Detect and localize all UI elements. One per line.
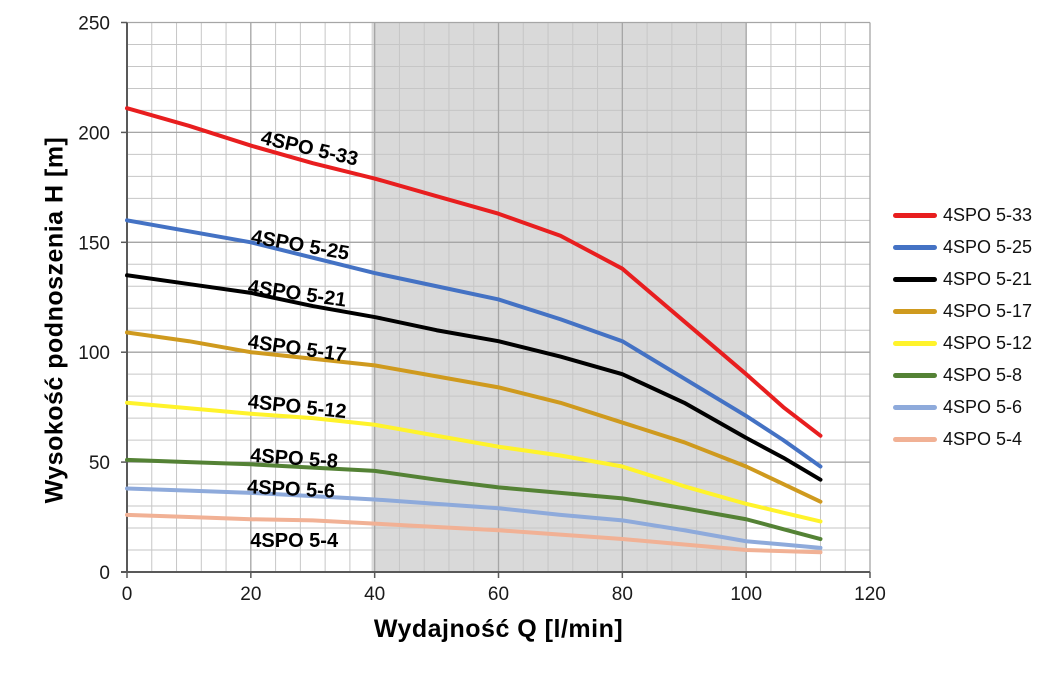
x-tick-label: 0 <box>122 584 133 605</box>
legend-label: 4SPO 5-17 <box>943 300 1033 321</box>
curve-4spo-5-8 <box>125 457 823 542</box>
curve-4spo-5-33 <box>125 106 823 438</box>
legend-label: 4SPO 5-8 <box>943 364 1023 385</box>
legend-item-4spo-5-33: 4SPO 5-33 <box>893 204 1032 226</box>
legend-item-4spo-5-21: 4SPO 5-21 <box>893 268 1032 290</box>
x-tick-label: 80 <box>612 584 633 605</box>
legend-label: 4SPO 5-25 <box>943 236 1033 257</box>
axes <box>121 21 871 578</box>
legend: 4SPO 5-33 4SPO 5-25 4SPO 5-21 4SPO 5-17 4SPO… <box>893 204 1032 450</box>
legend-line-swatch <box>893 276 937 282</box>
y-tick-label: 0 <box>99 563 110 584</box>
legend-item-4spo-5-8: 4SPO 5-8 <box>893 364 1032 386</box>
legend-item-4spo-5-6: 4SPO 5-6 <box>893 396 1032 418</box>
curve-4spo-5-25 <box>125 218 823 469</box>
y-tick-label: 150 <box>78 233 110 254</box>
curve-4spo-5-21 <box>125 273 823 482</box>
legend-line-swatch <box>893 308 937 314</box>
x-tick-label: 20 <box>240 584 261 605</box>
legend-item-4spo-5-4: 4SPO 5-4 <box>893 428 1032 450</box>
curve-4spo-5-17 <box>125 330 823 504</box>
legend-item-4spo-5-17: 4SPO 5-17 <box>893 300 1032 322</box>
y-tick-label: 200 <box>78 123 110 144</box>
x-tick-label: 120 <box>854 584 886 605</box>
curve-label-4spo-5-17: 4SPO 5-17 <box>247 331 348 367</box>
curve-4spo-5-12 <box>125 400 823 524</box>
x-tick-label: 100 <box>730 584 762 605</box>
y-axis-title: Wysokość podnoszenia H [m] <box>40 136 69 504</box>
x-tick-label: 60 <box>488 584 509 605</box>
curve-label-4spo-5-8: 4SPO 5-8 <box>250 445 339 473</box>
curve-4spo-5-6 <box>125 486 823 550</box>
legend-item-4spo-5-25: 4SPO 5-25 <box>893 236 1032 258</box>
tick-labels: 0 20 40 60 80 100 120 0 50 100 150 200 250 <box>78 14 886 606</box>
legend-label: 4SPO 5-33 <box>943 204 1033 225</box>
curve-label-4spo-5-21: 4SPO 5-21 <box>247 276 348 312</box>
curve-label-4spo-5-4: 4SPO 5-4 <box>250 530 339 552</box>
legend-line-swatch <box>893 212 937 218</box>
legend-label: 4SPO 5-4 <box>943 428 1023 449</box>
legend-line-swatch <box>893 404 937 410</box>
gridlines <box>127 21 871 572</box>
legend-line-swatch <box>893 372 937 378</box>
x-axis-title: Wydajność Q [l/min] <box>373 615 624 643</box>
legend-label: 4SPO 5-21 <box>943 268 1033 289</box>
curve-label-4spo-5-6: 4SPO 5-6 <box>247 476 336 503</box>
legend-line-swatch <box>893 340 937 346</box>
x-tick-label: 40 <box>364 584 385 605</box>
legend-line-swatch <box>893 244 937 250</box>
y-tick-label: 250 <box>78 14 110 35</box>
legend-label: 4SPO 5-12 <box>943 332 1033 353</box>
curve-4spo-5-4 <box>125 512 823 555</box>
y-tick-label: 100 <box>78 343 110 364</box>
legend-label: 4SPO 5-6 <box>943 396 1023 417</box>
legend-line-swatch <box>893 436 937 442</box>
y-tick-label: 50 <box>89 453 110 474</box>
legend-item-4spo-5-12: 4SPO 5-12 <box>893 332 1032 354</box>
